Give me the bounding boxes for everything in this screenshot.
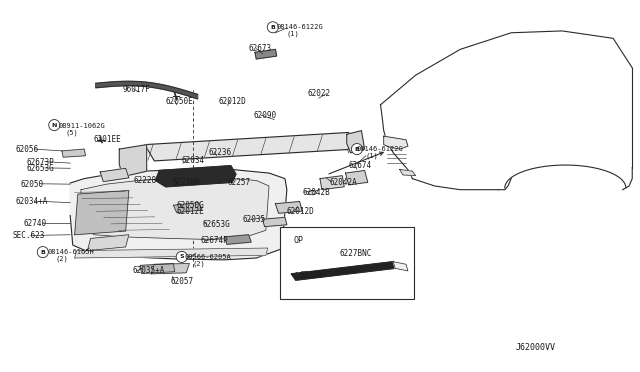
Text: 62012E: 62012E — [177, 207, 204, 217]
Polygon shape — [225, 235, 251, 244]
Text: 08146-6165H: 08146-6165H — [47, 250, 94, 256]
Text: (5): (5) — [65, 130, 78, 137]
Polygon shape — [262, 217, 287, 227]
Text: 08146-6122G: 08146-6122G — [357, 146, 404, 152]
Text: 62022: 62022 — [307, 89, 330, 98]
Text: 62050: 62050 — [20, 180, 44, 189]
Polygon shape — [399, 169, 415, 176]
Text: 62653G: 62653G — [27, 164, 54, 173]
Text: 62674: 62674 — [349, 161, 372, 170]
Text: 6227BNC: 6227BNC — [339, 249, 371, 258]
Text: 62257: 62257 — [228, 178, 251, 187]
Polygon shape — [320, 176, 344, 190]
Text: 62674P: 62674P — [201, 236, 228, 245]
Text: B: B — [271, 25, 275, 30]
Text: S: S — [179, 254, 184, 259]
Text: 08911-1062G: 08911-1062G — [59, 123, 106, 129]
Text: 62673: 62673 — [248, 44, 272, 53]
Polygon shape — [255, 49, 276, 59]
Ellipse shape — [37, 247, 49, 258]
Text: 62050E: 62050E — [166, 97, 193, 106]
Text: 6201EE: 6201EE — [94, 135, 122, 144]
Ellipse shape — [268, 22, 278, 33]
Text: B: B — [355, 147, 360, 151]
Text: 62236: 62236 — [209, 148, 232, 157]
Text: 62035+A: 62035+A — [132, 266, 164, 275]
Text: 62057: 62057 — [170, 277, 193, 286]
Text: 62012D: 62012D — [287, 206, 315, 216]
Text: (1): (1) — [366, 153, 379, 159]
Text: B: B — [40, 250, 45, 254]
Text: 62035: 62035 — [243, 215, 266, 224]
Text: 08566-6205A: 08566-6205A — [185, 254, 232, 260]
Ellipse shape — [351, 144, 362, 155]
Ellipse shape — [49, 119, 60, 131]
Polygon shape — [346, 170, 368, 185]
Text: 08146-6122G: 08146-6122G — [276, 24, 323, 30]
Ellipse shape — [176, 251, 188, 262]
Polygon shape — [156, 166, 236, 187]
Text: 62228: 62228 — [134, 176, 157, 185]
Text: 62042B: 62042B — [302, 188, 330, 197]
Bar — [280, 227, 414, 299]
Text: 62278N: 62278N — [172, 178, 200, 187]
Text: N: N — [52, 123, 57, 128]
Text: 62653G: 62653G — [202, 220, 230, 229]
Text: 62673P: 62673P — [27, 157, 54, 167]
Text: 62012D: 62012D — [218, 97, 246, 106]
Polygon shape — [347, 131, 365, 153]
Text: 96017F: 96017F — [122, 85, 150, 94]
Polygon shape — [96, 81, 198, 99]
Polygon shape — [62, 149, 86, 157]
Text: J62000VV: J62000VV — [516, 343, 556, 352]
Text: 62050G: 62050G — [177, 201, 204, 210]
Text: 62056: 62056 — [15, 145, 38, 154]
Text: OP: OP — [293, 236, 303, 245]
Text: (2): (2) — [193, 260, 205, 267]
Circle shape — [308, 190, 316, 195]
Polygon shape — [151, 263, 189, 274]
Text: 62740: 62740 — [24, 219, 47, 228]
Polygon shape — [70, 169, 287, 260]
Polygon shape — [79, 178, 269, 240]
Polygon shape — [394, 262, 408, 271]
Polygon shape — [75, 190, 129, 235]
Polygon shape — [275, 202, 302, 213]
Text: 62034: 62034 — [181, 155, 204, 165]
Polygon shape — [100, 168, 129, 182]
Polygon shape — [140, 263, 175, 273]
Polygon shape — [384, 136, 408, 149]
Polygon shape — [75, 248, 268, 258]
Polygon shape — [88, 235, 129, 251]
Polygon shape — [291, 262, 397, 280]
Text: 62090: 62090 — [253, 110, 276, 120]
Text: (2): (2) — [56, 256, 68, 262]
Text: 62034+A: 62034+A — [15, 197, 48, 206]
Text: SEC.623: SEC.623 — [13, 231, 45, 240]
Text: 62042A: 62042A — [330, 178, 357, 187]
Polygon shape — [119, 145, 147, 177]
Text: 62228: 62228 — [300, 271, 323, 280]
Polygon shape — [173, 203, 202, 212]
Text: (1): (1) — [287, 31, 300, 37]
Polygon shape — [145, 132, 355, 161]
